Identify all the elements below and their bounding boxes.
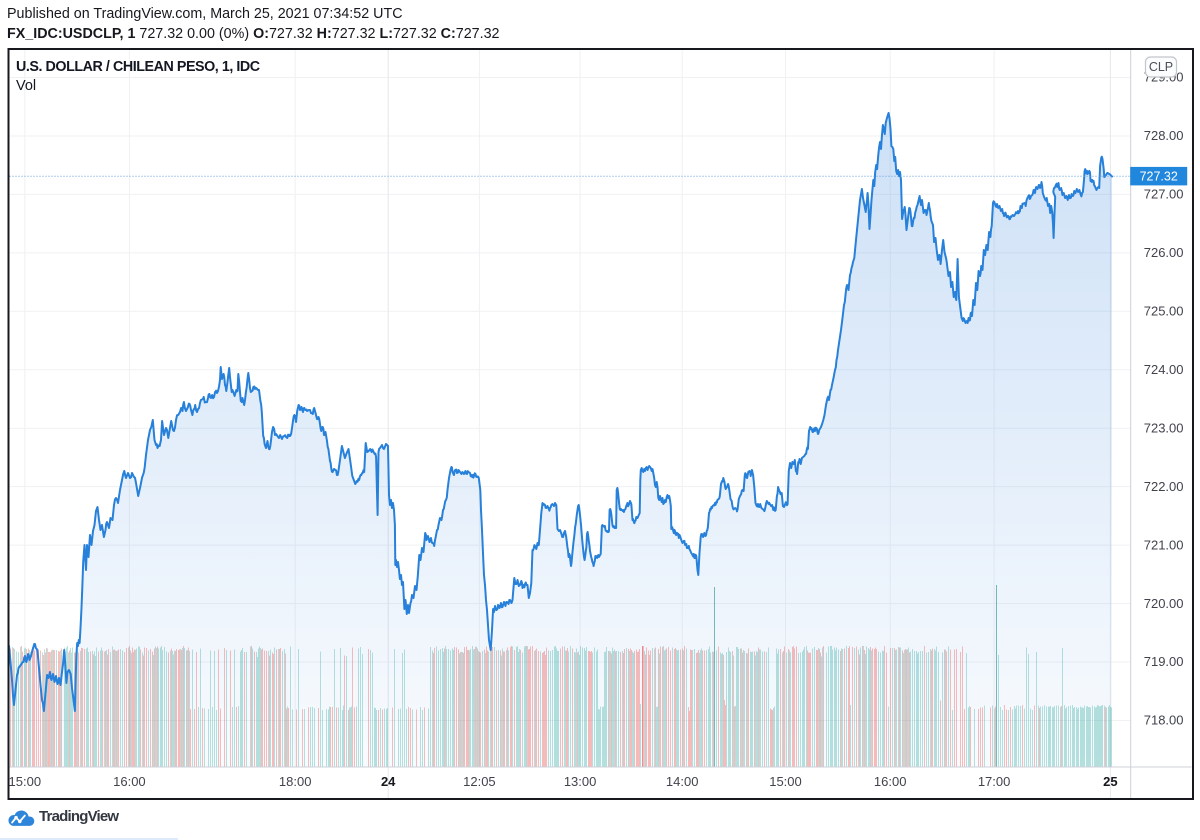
svg-text:727.00: 727.00 xyxy=(1144,187,1184,202)
svg-text:725.00: 725.00 xyxy=(1144,304,1184,319)
svg-text:724.00: 724.00 xyxy=(1144,362,1184,377)
svg-text:14:00: 14:00 xyxy=(666,774,699,789)
svg-text:721.00: 721.00 xyxy=(1144,537,1184,552)
svg-text:17:00: 17:00 xyxy=(978,774,1011,789)
svg-text:24: 24 xyxy=(381,774,396,789)
svg-text:18:00: 18:00 xyxy=(279,774,312,789)
svg-text:720.00: 720.00 xyxy=(1144,596,1184,611)
svg-text:CLP: CLP xyxy=(1149,60,1173,74)
svg-text:12:05: 12:05 xyxy=(463,774,496,789)
svg-text:726.00: 726.00 xyxy=(1144,245,1184,260)
svg-text:722.00: 722.00 xyxy=(1144,479,1184,494)
svg-text:16:00: 16:00 xyxy=(113,774,146,789)
svg-text:16:00: 16:00 xyxy=(874,774,907,789)
svg-text:728.00: 728.00 xyxy=(1144,128,1184,143)
svg-text:13:00: 13:00 xyxy=(564,774,597,789)
svg-text:723.00: 723.00 xyxy=(1144,420,1184,435)
svg-text:15:00: 15:00 xyxy=(769,774,802,789)
svg-text:727.32: 727.32 xyxy=(1140,170,1178,184)
svg-text:718.00: 718.00 xyxy=(1144,713,1184,728)
svg-text:25: 25 xyxy=(1103,774,1117,789)
svg-text:15:00: 15:00 xyxy=(9,774,42,789)
svg-text:719.00: 719.00 xyxy=(1144,654,1184,669)
